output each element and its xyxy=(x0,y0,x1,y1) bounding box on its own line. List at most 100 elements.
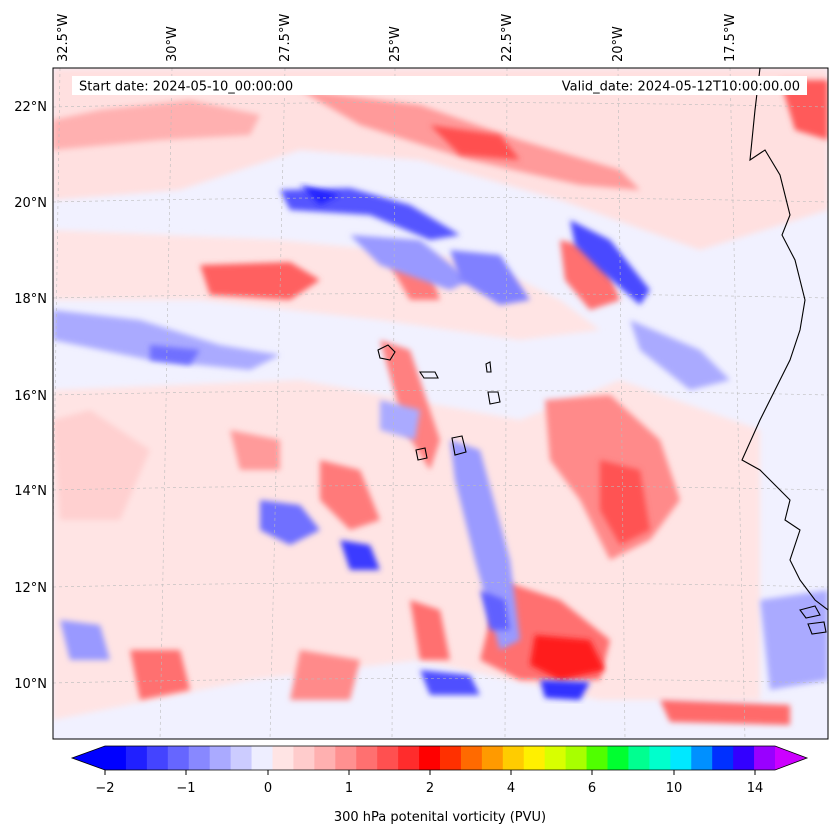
colorbar-cell xyxy=(440,746,462,770)
pv-field-negative-band xyxy=(60,620,110,660)
pv-field-negative-band xyxy=(340,540,380,570)
colorbar-tick-label: 14 xyxy=(747,781,764,796)
colorbar-tick-label: −2 xyxy=(95,781,114,796)
cape-verde-islands xyxy=(451,435,467,456)
pv-field-negative-band xyxy=(260,500,320,545)
colorbar-cell xyxy=(356,746,378,770)
colorbar-tick-label: 10 xyxy=(666,781,683,796)
colorbar-tick-label: 0 xyxy=(264,781,272,796)
lat-label: 10°N xyxy=(14,677,47,692)
pv-field-negative-band xyxy=(150,345,200,365)
colorbar-under-arrow xyxy=(72,746,105,770)
pv-field-negative-band xyxy=(450,250,530,305)
colorbar-cell xyxy=(251,746,273,770)
gridline-lat xyxy=(53,390,828,396)
colorbar-cell xyxy=(105,746,127,770)
colorbar-tick-label: 4 xyxy=(507,781,515,796)
colorbar-cell xyxy=(230,746,252,770)
colorbar-cell xyxy=(398,746,420,770)
colorbar-cell xyxy=(733,746,755,770)
colorbar-cell xyxy=(167,746,190,770)
longitude-labels: 32.5°W 30°W 27.5°W 25°W 22.5°W 20°W 17.5… xyxy=(56,14,738,62)
colorbar-cell xyxy=(691,746,713,770)
pv-field-positive-band xyxy=(380,340,440,470)
coastline xyxy=(377,68,828,635)
map-frame xyxy=(52,67,829,740)
cape-verde-islands xyxy=(487,391,501,405)
colorbar-cell xyxy=(293,746,315,770)
valid-date-label: Valid_date: 2024-05-12T10:00:00.00 xyxy=(562,80,800,95)
colorbar: −2 −1 0 1 2 4 6 10 14 300 hPa potenital … xyxy=(70,745,809,825)
map-panel xyxy=(53,68,828,739)
pv-field-negative-band xyxy=(540,680,590,700)
pv-field-negative-band xyxy=(630,320,730,390)
lon-label: 27.5°W xyxy=(278,14,293,62)
lat-label: 14°N xyxy=(14,484,47,499)
lat-label: 16°N xyxy=(14,389,47,404)
colorbar-cell xyxy=(607,746,629,770)
gridline-lat xyxy=(53,678,828,684)
colorbar-cell xyxy=(314,746,336,770)
colorbar-tick-labels: −2 −1 0 1 2 4 6 10 14 xyxy=(95,781,763,796)
gridline-lon xyxy=(391,68,396,739)
colorbar-cell xyxy=(502,746,525,770)
pv-field-positive-band xyxy=(320,460,380,530)
graticule xyxy=(53,68,828,739)
start-date-label: Start date: 2024-05-10_00:00:00 xyxy=(79,80,293,95)
pv-field-positive-band xyxy=(230,430,280,470)
pv-field-positive-band xyxy=(410,600,450,660)
colorbar-over-arrow xyxy=(775,746,807,770)
colorbar-cell xyxy=(670,746,692,770)
gridline-lon xyxy=(159,68,173,739)
gridline-lat xyxy=(53,582,828,588)
colorbar-cell xyxy=(565,746,587,770)
colorbar-cell xyxy=(188,746,211,770)
gridline-lon xyxy=(617,68,626,739)
pv-field-positive-region xyxy=(53,410,150,520)
lon-label: 20°W xyxy=(611,26,626,62)
lon-label: 25°W xyxy=(388,26,403,62)
colorbar-cell xyxy=(419,746,441,770)
gridline-lat xyxy=(53,293,828,299)
colorbar-cell xyxy=(377,746,399,770)
colorbar-cell xyxy=(586,746,608,770)
pv-field-positive-band xyxy=(560,240,620,310)
colorbar-tick-label: 6 xyxy=(588,781,596,796)
colorbar-cell xyxy=(754,746,776,770)
gridline-lon xyxy=(729,68,746,739)
cape-verde-islands xyxy=(415,447,428,461)
pv-field-negative-band xyxy=(300,185,340,205)
pv-field-positive-band xyxy=(290,650,360,700)
colorbar-ticks xyxy=(104,770,756,775)
pv-field-positive-band xyxy=(53,100,260,150)
colorbar-cell xyxy=(272,746,294,770)
colorbar-tick-label: −1 xyxy=(176,781,195,796)
bijagos-islands xyxy=(799,605,821,619)
cape-verde-islands xyxy=(418,371,439,379)
colorbar-cell xyxy=(649,746,671,770)
pv-field-negative-band xyxy=(53,310,280,370)
latitude-labels: 22°N 20°N 18°N 16°N 14°N 12°N 10°N xyxy=(14,100,47,692)
colorbar-cells xyxy=(105,746,776,770)
lon-label: 17.5°W xyxy=(723,14,738,62)
bijagos-islands xyxy=(807,621,827,635)
colorbar-tick-label: 2 xyxy=(426,781,434,796)
pv-field-positive-band xyxy=(200,262,320,300)
lat-label: 18°N xyxy=(14,292,47,307)
lon-label: 32.5°W xyxy=(56,14,71,62)
gridline-lat xyxy=(53,485,828,491)
pv-field-positive-band xyxy=(430,125,520,160)
colorbar-cell xyxy=(628,746,650,770)
pv-field-negative-band xyxy=(480,590,510,630)
pv-field-positive-band xyxy=(600,460,650,545)
colorbar-cell xyxy=(335,746,357,770)
pv-field-positive-band xyxy=(130,650,190,700)
cape-verde-islands xyxy=(485,361,492,373)
pv-field-negative-band xyxy=(450,440,520,650)
lon-label: 30°W xyxy=(165,26,180,62)
pv-field-positive-region xyxy=(53,230,600,340)
colorbar-cell xyxy=(460,746,483,770)
pv-field-negative-band xyxy=(570,220,650,305)
gridline-lon xyxy=(269,68,286,739)
